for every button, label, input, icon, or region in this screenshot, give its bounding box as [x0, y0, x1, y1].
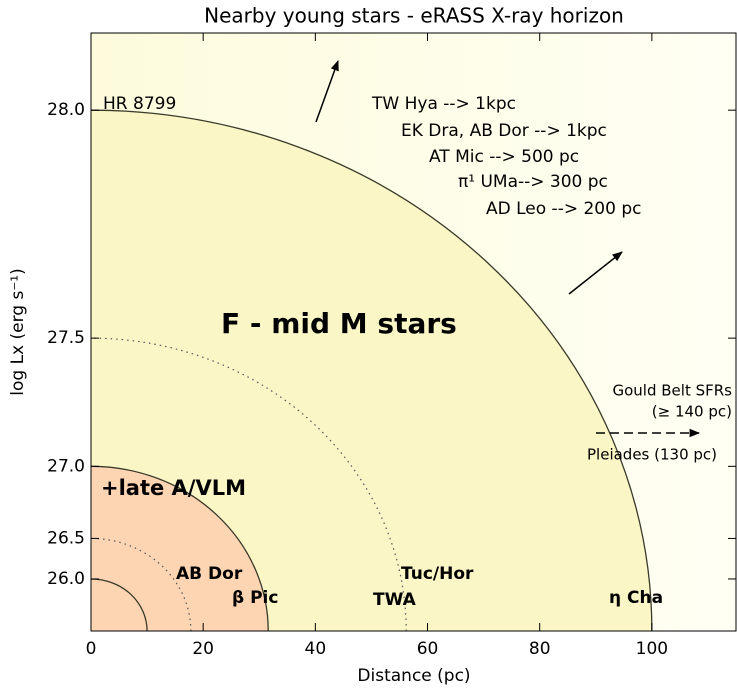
x-tick-label: 80	[529, 639, 551, 659]
y-tick-label: 28.0	[47, 100, 85, 120]
y-tick-label: 27.5	[47, 328, 85, 348]
chart-title: Nearby young stars - eRASS X-ray horizon	[204, 4, 624, 28]
horizon-curve	[91, 109, 653, 631]
annotation: η Cha	[609, 588, 663, 608]
annotation: F - mid M stars	[221, 307, 457, 340]
y-tick-label: 26.5	[47, 528, 85, 548]
y-tick-label: 27.0	[47, 456, 85, 476]
y-axis-label: log Lx (erg s⁻¹)	[8, 268, 28, 396]
x-tick-label: 100	[636, 639, 668, 659]
annotation: AT Mic --> 500 pc	[429, 147, 579, 167]
annotation: Pleiades (130 pc)	[587, 446, 717, 464]
annotation: (≥ 140 pc)	[652, 403, 732, 421]
x-tick-label: 20	[192, 639, 214, 659]
arrow	[568, 251, 623, 295]
plot-frame	[90, 32, 737, 632]
arrow	[315, 60, 339, 123]
annotation: β Pic	[232, 588, 278, 608]
annotation: AD Leo --> 200 pc	[486, 199, 641, 219]
annotation: π¹ UMa--> 300 pc	[458, 172, 608, 192]
annotation: Gould Belt SFRs	[613, 382, 733, 400]
annotation: EK Dra, AB Dor --> 1kpc	[401, 121, 607, 141]
x-tick-label: 0	[86, 639, 97, 659]
annotation: TWA	[373, 590, 417, 610]
annotation: HR 8799	[103, 94, 176, 114]
horizon-curve	[91, 578, 148, 631]
annotation: Tuc/Hor	[401, 564, 474, 584]
horizon-region	[91, 110, 652, 631]
annotation: AB Dor	[176, 564, 243, 584]
annotation: +late A/VLM	[101, 476, 246, 500]
y-tick-label: 26.0	[47, 569, 85, 589]
annotation: TW Hya --> 1kpc	[371, 94, 516, 114]
x-axis-label: Distance (pc)	[357, 666, 470, 686]
horizon-curve	[91, 465, 269, 631]
horizon-region	[91, 466, 269, 631]
x-tick-label: 60	[417, 639, 439, 659]
x-tick-label: 40	[305, 639, 327, 659]
